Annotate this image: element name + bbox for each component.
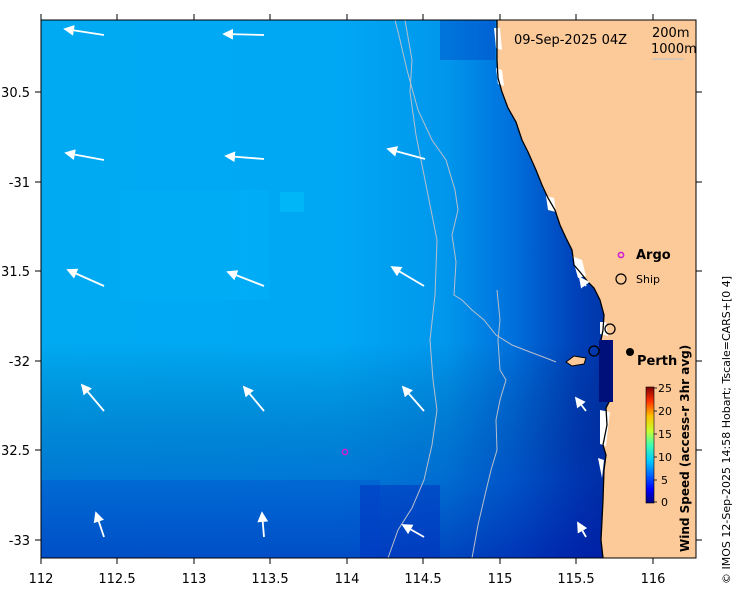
place-label-perth: Perth bbox=[637, 354, 677, 369]
coastline bbox=[496, 20, 611, 558]
ship-legend-label: Ship bbox=[636, 273, 660, 286]
colorbar-ticks bbox=[654, 387, 657, 503]
x-tick-label: 115.5 bbox=[557, 572, 594, 587]
colorbar-tick-label: 5 bbox=[661, 474, 668, 487]
ocean-patch bbox=[360, 485, 440, 558]
y-tick-label: 30.5 bbox=[1, 86, 30, 101]
colorbar-tick-label: 15 bbox=[658, 428, 672, 441]
map-timestamp: 09-Sep-2025 04Z bbox=[514, 33, 627, 48]
y-tick-label: -31 bbox=[9, 176, 30, 191]
x-axis-ticks bbox=[40, 14, 654, 564]
y-tick-label: -33 bbox=[9, 534, 30, 549]
x-tick-label: 112 bbox=[29, 572, 54, 587]
ship-legend-marker bbox=[615, 273, 627, 285]
argo-legend-marker bbox=[617, 251, 625, 259]
plot-frame bbox=[40, 19, 697, 559]
ocean-patch bbox=[120, 190, 270, 300]
y-tick-label: 32.5 bbox=[1, 444, 30, 459]
x-tick-label: 115 bbox=[488, 572, 513, 587]
contour-1000m bbox=[387, 20, 438, 558]
x-tick-label: 113 bbox=[182, 572, 207, 587]
y-tick-label: -32 bbox=[9, 355, 30, 370]
ship-marker bbox=[604, 323, 616, 335]
x-tick-label: 113.5 bbox=[251, 572, 288, 587]
wind-vectors bbox=[63, 25, 590, 538]
ocean-patch bbox=[280, 192, 304, 212]
perth-marker bbox=[626, 348, 634, 356]
contour-legend-1000m: 1000m bbox=[651, 42, 697, 57]
x-tick-label: 114.5 bbox=[404, 572, 441, 587]
credit-text: © IMOS 12-Sep-2025 14:58 Hobart; Tscale=… bbox=[720, 276, 733, 584]
estuary bbox=[599, 340, 613, 402]
ocean-patch bbox=[41, 480, 380, 558]
rottnest-island bbox=[565, 355, 587, 367]
colorbar-tick-label: 20 bbox=[658, 405, 672, 418]
x-tick-label: 114 bbox=[335, 572, 360, 587]
argo-float-marker bbox=[341, 448, 349, 456]
colorbar-title: Wind Speed (access-r 3hr avg) bbox=[678, 345, 692, 552]
colorbar bbox=[645, 386, 655, 504]
y-tick-label: 31.5 bbox=[1, 265, 30, 280]
x-tick-label: 112.5 bbox=[98, 572, 135, 587]
ship-marker bbox=[588, 345, 600, 357]
contour-legend-200m: 200m bbox=[652, 26, 689, 41]
colorbar-tick-label: 10 bbox=[658, 451, 672, 464]
colorbar-tick-label: 25 bbox=[658, 382, 672, 395]
y-axis-ticks bbox=[35, 91, 702, 541]
x-tick-label: 116 bbox=[641, 572, 666, 587]
argo-legend-label: Argo bbox=[636, 248, 671, 263]
contour-200m bbox=[394, 20, 557, 363]
contour-shelf-edge bbox=[471, 289, 507, 558]
colorbar-tick-label: 0 bbox=[661, 496, 668, 509]
ocean-patch bbox=[440, 20, 495, 60]
